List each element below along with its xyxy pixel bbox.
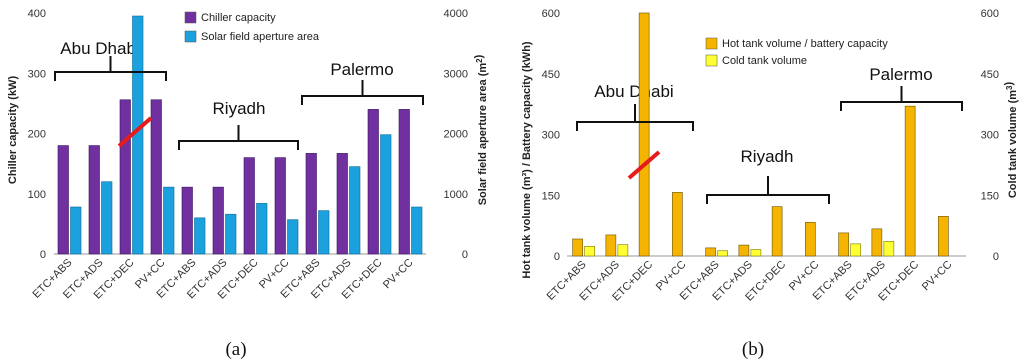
chart-a-bar-chiller-capacity xyxy=(57,145,69,255)
chart-a-bar-solar-field-area xyxy=(380,134,392,255)
chart-a-y-axis-label: Chiller capacity (kW) xyxy=(7,76,19,185)
chart-b-bar-hot-tank-volume xyxy=(838,232,849,257)
chart-b-group-label-riyadh: Riyadh xyxy=(741,147,794,166)
chart-a-y-tick-label: 400 xyxy=(28,8,46,20)
chart-a-bar-solar-field-area xyxy=(318,210,330,255)
chart-b-y2-tick-label: 600 xyxy=(981,8,999,20)
chart-a-panel-label: (a) xyxy=(225,339,246,360)
chart-a-bar-solar-field-area xyxy=(256,203,268,255)
chart-b-group-brace-riyadh xyxy=(706,176,830,204)
chart-a-y2-tick-label: 4000 xyxy=(444,8,468,20)
chart-b-y-tick-label: 450 xyxy=(542,69,560,81)
chart-a-bar-chiller-capacity xyxy=(305,153,317,255)
chart-a-bar-solar-field-area xyxy=(101,181,113,255)
chart-b-group-label-abu-dhabi: Abu Dhabi xyxy=(594,82,673,101)
chart-a-group-label-palermo: Palermo xyxy=(330,60,393,79)
chart-a-group-label-riyadh: Riyadh xyxy=(213,99,266,118)
chart-b-bar-hot-tank-volume xyxy=(672,192,683,257)
chart-a-bar-chiller-capacity xyxy=(150,99,162,255)
chart-b-bar-cold-tank-volume xyxy=(850,243,861,257)
chart-a-legend-swatch xyxy=(184,11,197,24)
chart-a-bar-solar-field-area xyxy=(287,219,299,255)
chart-a-legend-label: Chiller capacity xyxy=(201,12,276,24)
chart-b-y-tick-label: 0 xyxy=(554,251,560,263)
chart-a-bar-chiller-capacity xyxy=(243,157,255,255)
chart-b-bar-hot-tank-volume xyxy=(738,244,750,257)
chart-a-y-tick-label: 0 xyxy=(40,249,46,261)
chart-a-bar-solar-field-area xyxy=(194,217,206,255)
chart-b-y2-tick-label: 450 xyxy=(981,69,999,81)
chart-b-bar-cold-tank-volume xyxy=(750,249,762,257)
chart-b-y-tick-label: 600 xyxy=(542,8,560,20)
chart-b-y2-tick-label: 0 xyxy=(993,251,999,263)
chart-a-group-brace-abu-dhabi xyxy=(54,56,167,81)
chart-b-y2-tick-label: 150 xyxy=(981,190,999,202)
chart-b-panel-label: (b) xyxy=(742,339,764,360)
chart-b-bar-cold-tank-volume xyxy=(584,245,595,257)
chart-a-x-tick-label: PV+CC xyxy=(381,257,416,292)
chart-b-group-brace-abu-dhabi xyxy=(576,104,694,131)
chart-a-bar-chiller-capacity xyxy=(119,99,131,255)
chart-b-bar-hot-tank-volume xyxy=(605,234,617,257)
chart-b-axis-break-mark xyxy=(627,150,661,180)
chart-a-group-brace-palermo xyxy=(301,80,424,105)
chart-b-y-tick-label: 150 xyxy=(542,190,560,202)
chart-a-bar-chiller-capacity xyxy=(367,109,379,255)
chart-a-bar-solar-field-area xyxy=(163,186,175,255)
chart-a-y2-axis-label: Solar field aperture area (m2) xyxy=(473,54,489,205)
chart-a-y2-tick-label: 3000 xyxy=(444,68,468,80)
chart-b-bar-hot-tank-volume xyxy=(572,238,583,257)
chart-a-bar-chiller-capacity xyxy=(181,186,193,255)
chart-b-bar-hot-tank-volume xyxy=(638,12,650,257)
chart-b-bar-hot-tank-volume xyxy=(771,206,783,257)
chart-a-bar-chiller-capacity xyxy=(336,153,348,255)
chart-a-bar-chiller-capacity xyxy=(212,186,224,255)
chart-a-group-brace-riyadh xyxy=(178,125,299,150)
chart-a-bar-solar-field-area xyxy=(411,206,423,255)
chart-b-x-tick-label: PV+CC xyxy=(920,259,955,294)
chart-a-y-tick-label: 100 xyxy=(28,189,46,201)
chart-b-bar-cold-tank-volume xyxy=(883,241,895,257)
chart-b-y-axis-label: Hot tank volume (m³) / Battery capacity … xyxy=(521,41,533,278)
chart-b-bar-cold-tank-volume xyxy=(717,250,728,257)
chart-b-y2-tick-label: 300 xyxy=(981,130,999,142)
chart-b-y-tick-label: 300 xyxy=(542,130,560,142)
chart-b-bar-hot-tank-volume xyxy=(871,228,883,257)
chart-a-legend-swatch xyxy=(184,30,197,43)
chart-b-legend-swatch xyxy=(705,54,718,67)
chart-b-bar-hot-tank-volume xyxy=(904,105,916,257)
chart-b-legend-swatch xyxy=(705,37,718,50)
chart-a-bar-chiller-capacity xyxy=(398,109,410,255)
chart-a-group-label-abu-dhabi: Abu Dhabi xyxy=(60,39,139,58)
chart-a-bar-chiller-capacity xyxy=(274,157,286,255)
chart-b-y2-axis-label: Cold tank volume (m3) xyxy=(1003,82,1019,199)
chart-a-bar-chiller-capacity xyxy=(88,145,100,255)
chart-a-bar-solar-field-area xyxy=(349,166,361,255)
chart-b-legend-label: Cold tank volume xyxy=(722,55,807,67)
chart-b-bar-hot-tank-volume xyxy=(705,247,716,257)
chart-b-legend-label: Hot tank volume / battery capacity xyxy=(722,38,888,50)
chart-b-bar-hot-tank-volume xyxy=(805,222,816,257)
chart-b-group-brace-palermo xyxy=(840,86,963,111)
chart-a-y2-tick-label: 2000 xyxy=(444,129,468,141)
chart-a-legend-label: Solar field aperture area xyxy=(201,31,320,43)
chart-a-bar-solar-field-area xyxy=(70,206,82,255)
chart-b-group-label-palermo: Palermo xyxy=(869,65,932,84)
chart-a-y2-tick-label: 1000 xyxy=(444,189,468,201)
chart-b-bar-hot-tank-volume xyxy=(938,216,949,257)
chart-a-axis-break-mark xyxy=(117,116,153,148)
chart-a-y-tick-label: 200 xyxy=(28,129,46,141)
chart-a-y-tick-label: 300 xyxy=(28,68,46,80)
chart-a-bar-solar-field-area xyxy=(225,213,237,255)
chart-a-y2-tick-label: 0 xyxy=(462,249,468,261)
chart-b-bar-cold-tank-volume xyxy=(617,244,629,257)
